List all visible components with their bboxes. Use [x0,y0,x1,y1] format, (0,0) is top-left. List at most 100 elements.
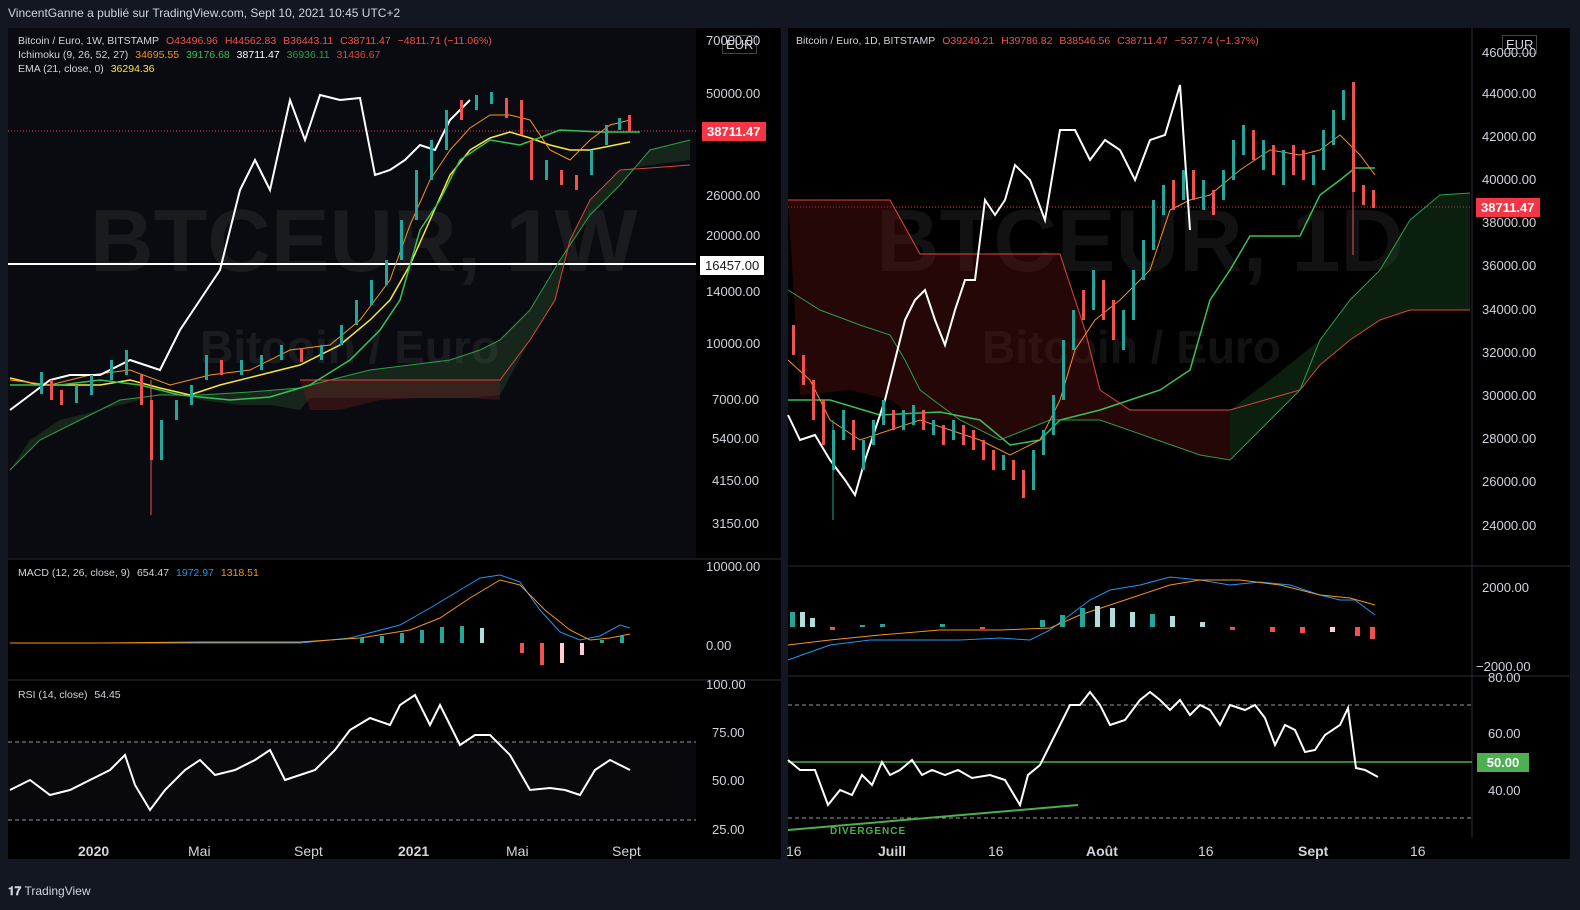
right-ohlc-change: −537.74 (−1.37%) [1174,35,1259,47]
left-hline-badge: 16457.00 [700,256,765,275]
right-rsi-tick: 40.00 [1488,783,1521,798]
left-chart-panel[interactable] [8,28,781,859]
left-macd-tick: 10000.00 [706,559,761,574]
right-price-tick: 26000.00 [1482,474,1537,489]
footer-brand: TradingView [24,884,91,898]
right-senkou-b [788,199,1470,411]
footer: 𝟏𝟕 TradingView [8,884,91,899]
macd-label: MACD (12, 26, close, 9) [18,567,131,579]
publisher-header: VincentGanne a publié sur TradingView.co… [8,6,401,20]
left-price-tick: 50000.00 [706,86,761,101]
divergence-label: DIVERGENCE [830,826,907,834]
right-macd-tick: 2000.00 [1482,580,1529,595]
left-symbol-title: Bitcoin / Euro, 1W, BITSTAMP [18,35,160,47]
left-ohlc-close: C38711.47 [340,35,391,47]
right-x-tick: 16 [988,843,1004,859]
left-price-tick: 14000.00 [706,284,761,299]
right-price-tick: 40000.00 [1482,172,1537,187]
right-price-tick: 34000.00 [1482,302,1537,317]
rsi-value: 54.45 [94,689,121,701]
left-ema-line [9,131,631,396]
left-x-tick: Mai [506,843,529,859]
right-ohlc-close: C38711.47 [1117,35,1168,47]
left-ichimoku-cloud-red [300,380,500,410]
divergence-trendline [787,804,1079,831]
right-price-tick: 38000.00 [1482,215,1537,230]
left-rsi-tick: 100.00 [706,677,746,692]
macd-v3: 1318.51 [220,567,259,579]
right-x-tick: Août [1086,843,1118,859]
right-x-tick: Sept [1298,843,1329,859]
left-price-tick: 7000.00 [712,392,759,407]
left-watermark-symbol: BTCEUR, 1W [90,191,638,290]
left-macd-histogram [360,626,624,665]
left-ohlc-low: B36443.11 [283,35,334,47]
left-x-tick: Sept [294,843,323,859]
ichimoku-v3: 38711.47 [236,49,280,61]
ichimoku-v4: 36936.11 [286,49,330,61]
right-currency-button[interactable]: EUR [1502,35,1538,54]
right-symbol-title: Bitcoin / Euro, 1D, BITSTAMP [796,35,936,47]
left-rsi-pane[interactable] [8,680,696,830]
right-ohlc-open: O39249.21 [942,35,995,47]
left-senkou-b [300,164,691,381]
right-price-badge: 38711.47 [1476,198,1540,217]
left-tenkan-line [9,114,631,386]
right-kijun-line [788,167,1375,446]
left-macd-tick: 0.00 [706,638,732,653]
right-macd-tick: −2000.00 [1476,659,1531,674]
right-price-tick: 46000.00 [1482,45,1537,60]
ichimoku-v2: 39176.68 [185,49,230,61]
right-price-tick: 42000.00 [1482,129,1537,144]
left-macd-pane[interactable] [8,560,696,678]
left-rsi-legend: RSI (14, close) 54.45 [18,689,125,701]
ichimoku-v5: 31436.67 [336,49,381,61]
right-watermark-name: Bitcoin / Euro [982,321,1281,373]
left-rsi-tick: 25.00 [712,822,745,837]
left-rsi-tick: 75.00 [712,725,745,740]
right-price-tick: 30000.00 [1482,388,1537,403]
right-legend: Bitcoin / Euro, 1D, BITSTAMP O39249.21 H… [796,35,1263,47]
right-price-tick: 44000.00 [1482,86,1537,101]
right-x-tick: Juill [878,843,907,859]
right-senkou-a [787,192,1471,461]
left-x-tick: 2021 [398,843,430,859]
left-main-pane[interactable] [8,28,696,558]
right-rsi-tick: 80.00 [1488,670,1521,685]
right-price-tick: 36000.00 [1482,258,1537,273]
left-price-badge: 38711.47 [702,122,766,141]
left-x-tick: Sept [612,843,641,859]
right-macd-signal [787,579,1376,646]
right-price-tick: 32000.00 [1482,345,1537,360]
right-price-tick: 28000.00 [1482,431,1537,446]
right-x-tick: 16 [1198,843,1214,859]
right-x-tick: 16 [786,843,802,859]
right-ohlc-low: B38546.56 [1059,35,1111,47]
left-rsi-tick: 50.00 [712,773,745,788]
right-macd-line [787,576,1376,661]
left-senkou-a [9,139,691,471]
rsi-label: RSI (14, close) [18,689,88,701]
left-price-tick: 3150.00 [712,516,759,531]
left-price-tick: 20000.00 [706,228,761,243]
right-x-tick: 16 [1410,843,1426,859]
ichimoku-label: Ichimoku (9, 26, 52, 27) [18,49,129,61]
left-watermark-name: Bitcoin / Euro [200,321,499,373]
ichimoku-v1: 34695.55 [135,49,180,61]
right-rsi-badge: 50.00 [1477,753,1529,772]
right-rsi-tick: 60.00 [1488,726,1521,741]
left-price-tick: 70000.00 [706,33,761,48]
right-chikou-line [787,84,1191,498]
left-price-tick: 4150.00 [712,473,759,488]
left-ohlc-open: O43496.96 [165,35,218,47]
left-ohlc-high: H44562.83 [224,35,277,47]
left-ichimoku-cloud [10,140,690,470]
right-ichimoku-cloud-red [788,200,1230,460]
right-price-tick: 24000.00 [1482,518,1537,533]
left-currency-button[interactable]: EUR [722,35,758,54]
left-price-tick: 5400.00 [712,431,759,446]
right-ichimoku-cloud-green [1230,193,1470,460]
left-price-tick: 26000.00 [706,188,761,203]
left-x-tick: 2020 [78,843,110,859]
right-chart-panel[interactable] [788,28,1570,859]
